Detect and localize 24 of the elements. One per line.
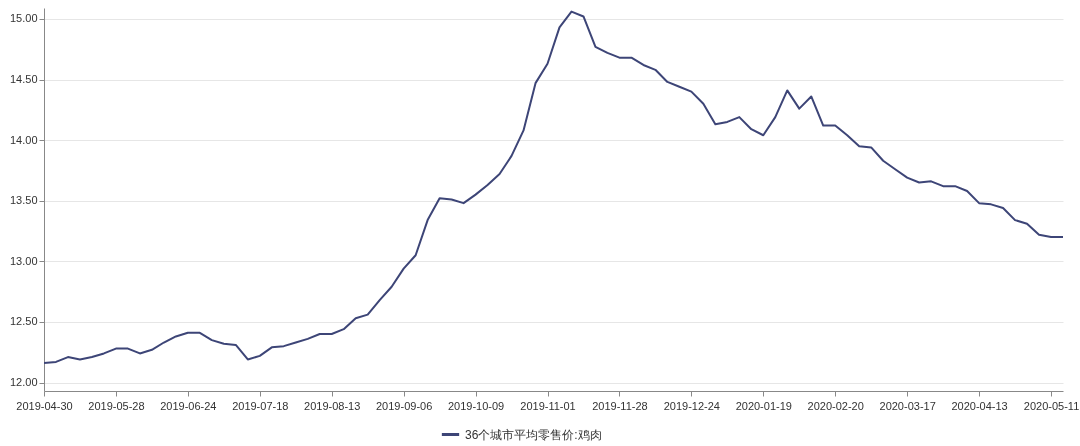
x-tick-label: 2020-05-11 [1023, 399, 1080, 412]
x-tick-label: 2019-11-01 [520, 399, 576, 412]
x-tick-label: 2020-03-17 [879, 399, 936, 412]
x-tick-label: 2019-07-18 [232, 399, 289, 412]
x-tick-label: 2019-04-30 [16, 399, 73, 412]
y-tick-label: 12.00 [9, 376, 38, 389]
y-tick-label: 14.50 [9, 73, 38, 86]
x-tick-label: 2019-10-09 [447, 399, 505, 412]
x-tick-label: 2019-12-24 [663, 399, 721, 412]
x-tick-label: 2020-01-19 [735, 399, 792, 412]
y-tick-label: 14.00 [9, 133, 38, 146]
y-tick-label: 13.50 [9, 194, 38, 207]
x-tick-label: 2019-08-13 [304, 399, 361, 412]
legend-label: 36个城市平均零售价:鸡肉 [465, 427, 602, 442]
x-tick-label: 2019-05-28 [88, 399, 145, 412]
y-tick-label: 12.50 [9, 315, 38, 328]
x-tick-label: 2019-11-28 [592, 399, 648, 412]
x-tick-label: 2019-09-06 [376, 399, 433, 412]
y-tick-label: 15.00 [9, 12, 38, 25]
line-series [44, 10, 1063, 365]
x-tick-label: 2020-04-13 [951, 399, 1008, 412]
y-tick-label: 13.00 [9, 254, 38, 267]
x-tick-label: 2019-06-24 [160, 399, 217, 412]
x-tick-label: 2020-02-20 [807, 399, 864, 412]
